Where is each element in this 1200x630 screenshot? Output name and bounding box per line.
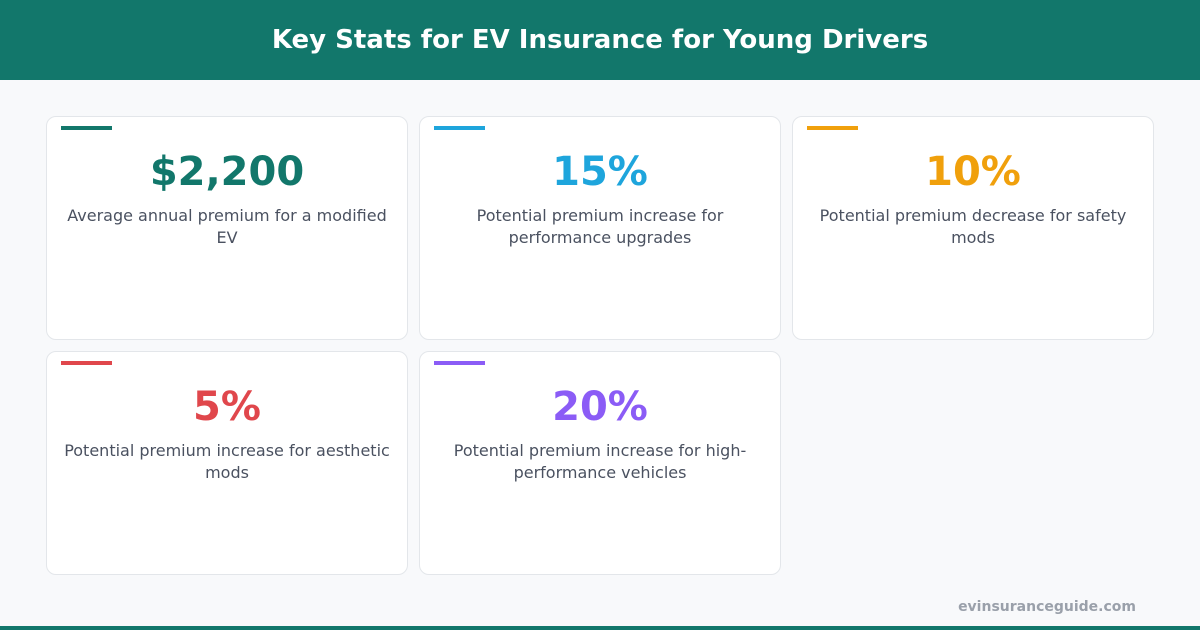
stat-value: 10% — [925, 149, 1021, 195]
stat-value: $2,200 — [149, 149, 305, 195]
stat-card: 5% Potential premium increase for aesthet… — [46, 351, 408, 575]
stat-card: 15% Potential premium increase for perfor… — [419, 116, 781, 340]
title: Key Stats for EV Insurance for Young Dri… — [271, 25, 929, 55]
cards: $2,200 Average annual premium for a modif… — [46, 116, 1154, 575]
stat-description: Average annual premium for a modified EV — [67, 206, 387, 247]
accent-bar — [61, 126, 112, 130]
accent-bar — [434, 361, 485, 365]
stat-description: Potential premium increase for performan… — [476, 206, 724, 247]
bottom-bar — [0, 626, 1200, 630]
stat-value: 5% — [193, 384, 261, 430]
stat-card: 10% Potential premium decrease for safety… — [792, 116, 1154, 340]
stat-description: Potential premium decrease for safety mo… — [819, 206, 1127, 247]
accent-bar — [807, 126, 858, 130]
accent-bar — [434, 126, 485, 130]
source: evinsuranceguide.com — [958, 599, 1136, 615]
stat-value: 15% — [552, 149, 648, 195]
stat-description: Potential premium increase for high-perf… — [453, 441, 747, 482]
accent-bar — [61, 361, 112, 365]
stat-card: 20% Potential premium increase for high-p… — [419, 351, 781, 575]
stat-value: 20% — [552, 384, 648, 430]
stat-description: Potential premium increase for aesthetic… — [64, 441, 390, 482]
stat-card: $2,200 Average annual premium for a modif… — [46, 116, 408, 340]
header: Key Stats for EV Insurance for Young Dri… — [0, 0, 1200, 80]
